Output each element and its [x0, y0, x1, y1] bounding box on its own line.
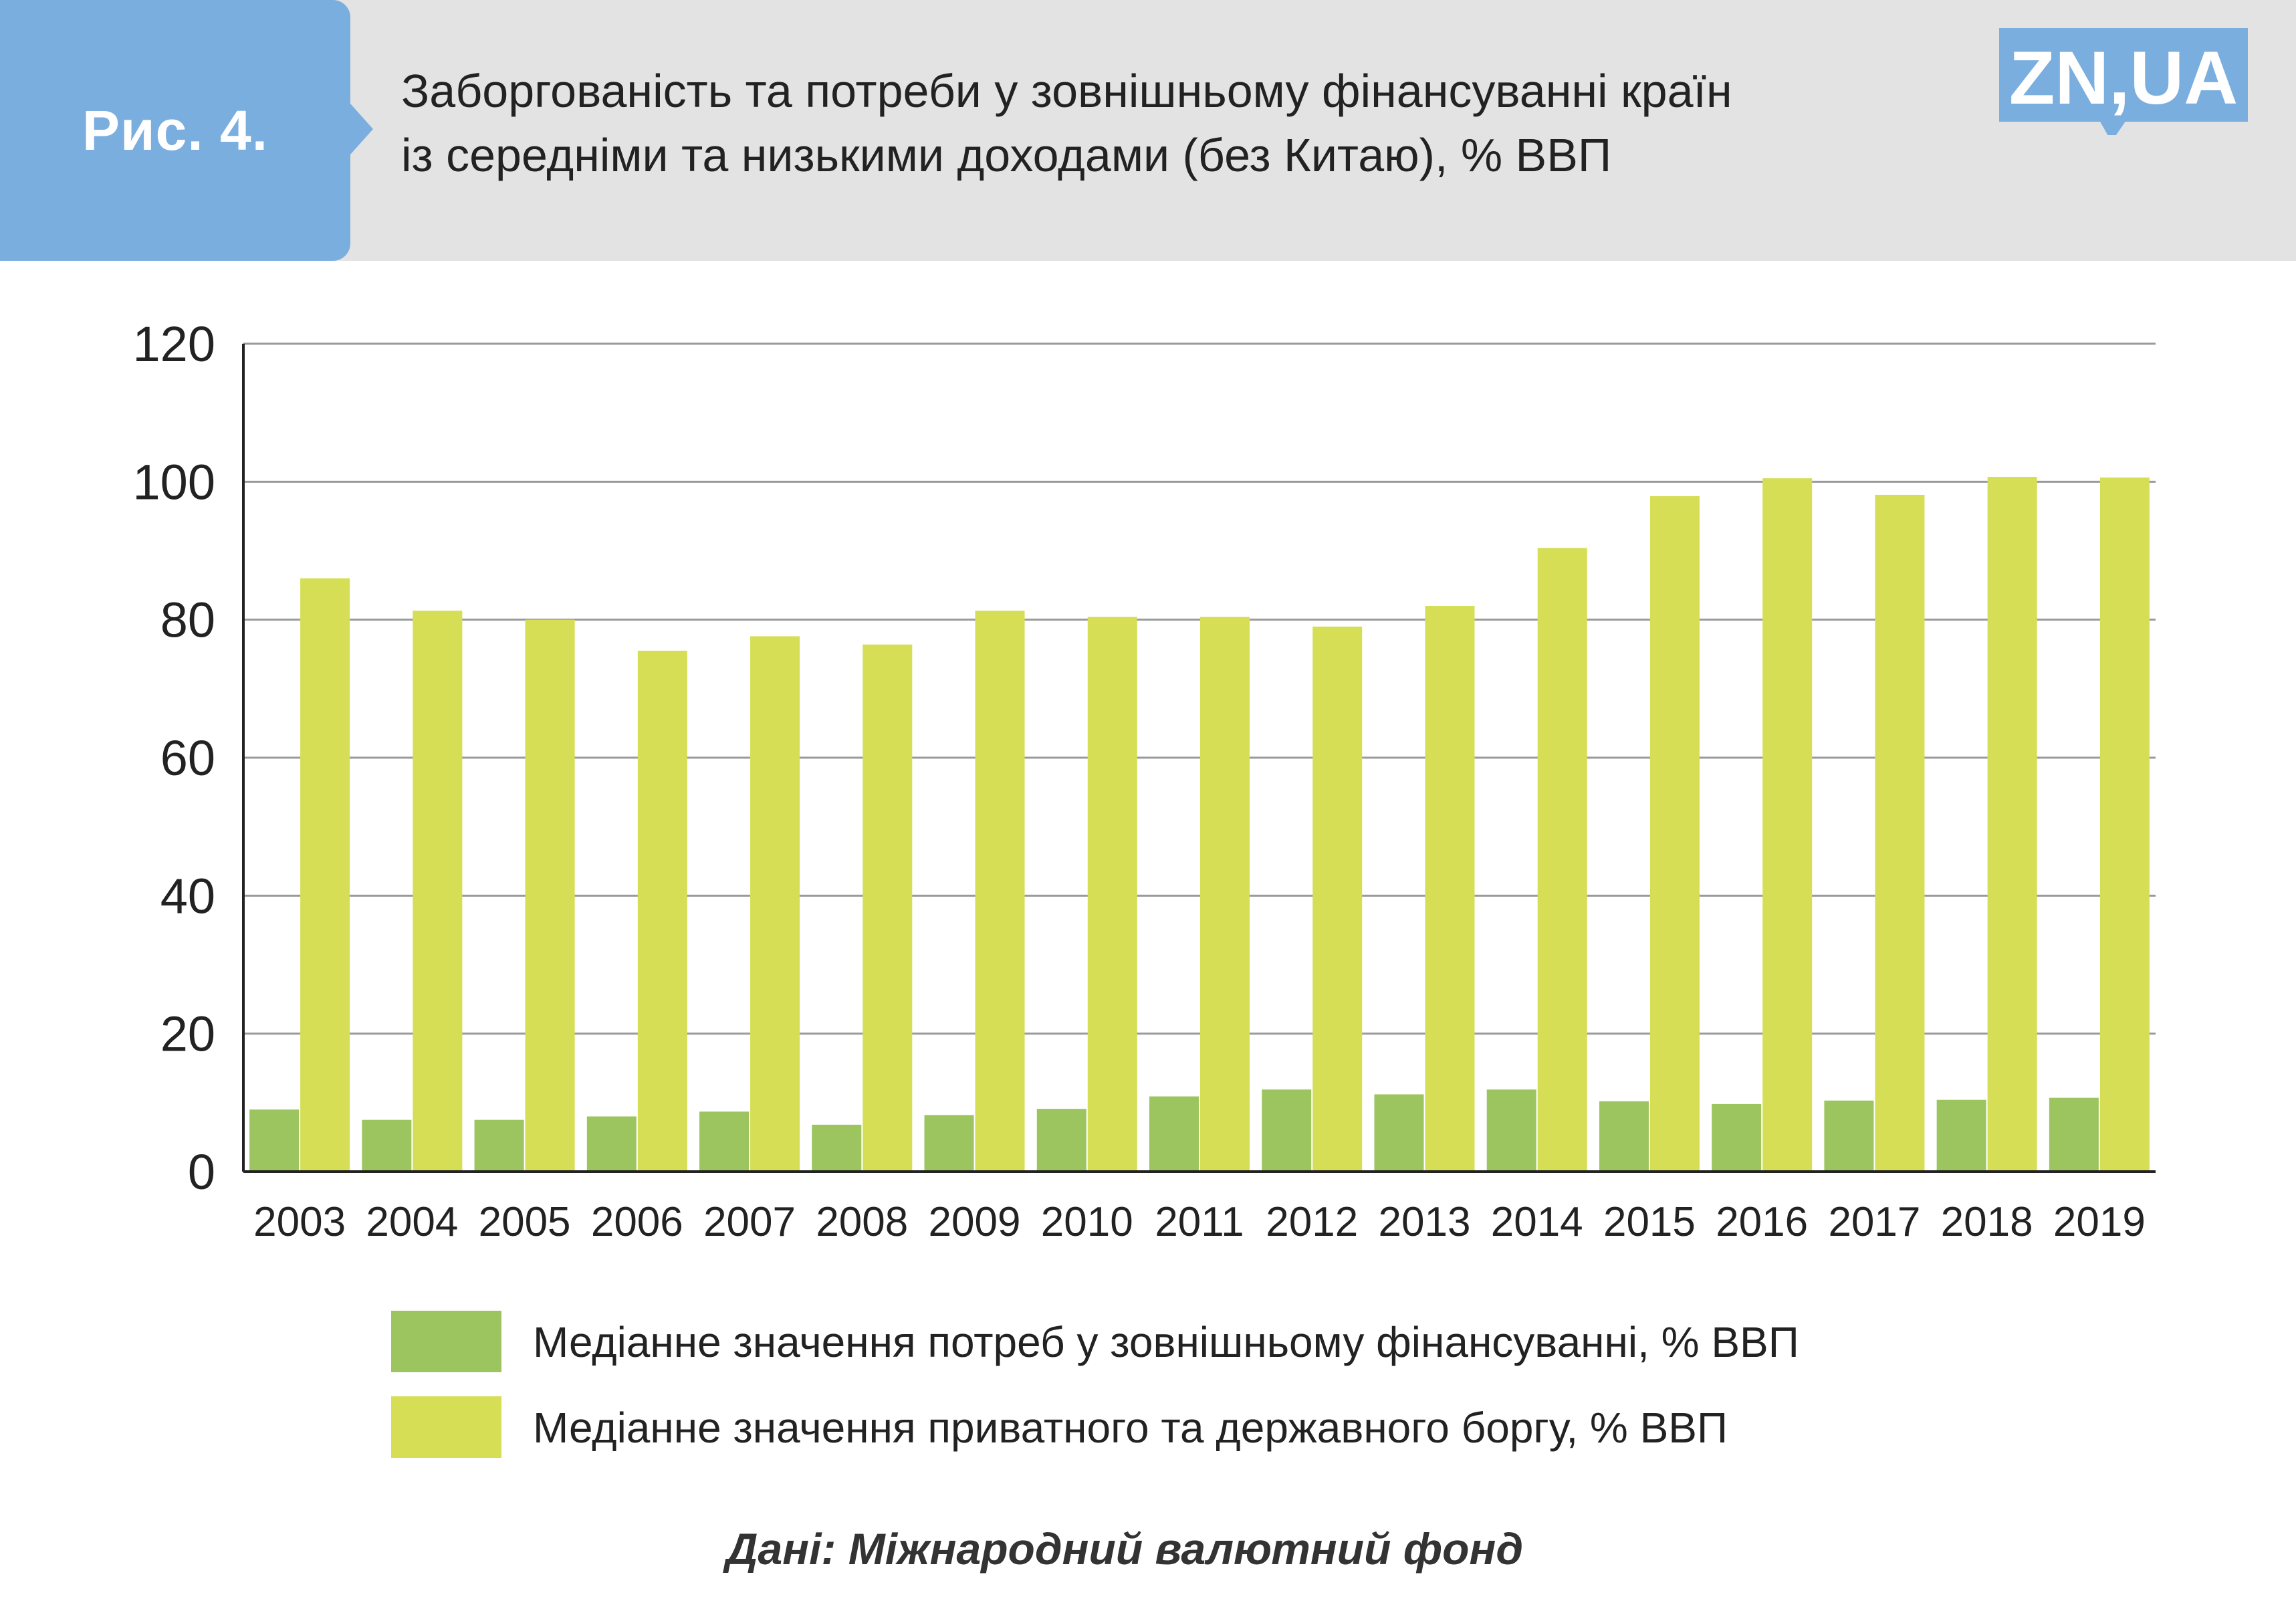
chart-title-line-2: із середніми та низькими доходами (без К…	[401, 129, 1612, 181]
data-source-text: Дані: Міжнародний валютний фонд	[725, 1524, 1524, 1574]
x-tick-label: 2018	[1941, 1199, 2033, 1245]
logo-text: ZN,UA	[2009, 36, 2238, 120]
y-tick-label: 0	[188, 1144, 215, 1200]
x-tick-label: 2014	[1491, 1199, 1583, 1245]
x-tick-label: 2004	[366, 1199, 458, 1245]
x-tick-label: 2005	[479, 1199, 571, 1245]
x-tick-label: 2013	[1379, 1199, 1471, 1245]
zn-ua-logo: ZN,UA	[1999, 28, 2248, 135]
x-tick-label: 2017	[1828, 1199, 1920, 1245]
x-tick-label: 2009	[929, 1199, 1021, 1245]
y-tick-label: 100	[133, 454, 215, 510]
figure-badge: Рис. 4.	[0, 0, 373, 261]
bar-financing-2011	[1149, 1096, 1199, 1172]
logo-background	[1999, 28, 2248, 122]
legend-item-debt: Медіанне значення приватного та державно…	[391, 1396, 1996, 1461]
bar-debt-2003	[300, 578, 350, 1172]
bar-financing-2013	[1374, 1094, 1424, 1172]
bar-debt-2006	[637, 651, 687, 1172]
x-tick-label: 2008	[816, 1199, 908, 1245]
bar-debt-2014	[1537, 548, 1587, 1172]
axis-layer	[242, 344, 2156, 1173]
x-tick-label: 2015	[1603, 1199, 1696, 1245]
x-tick-label: 2016	[1716, 1199, 1808, 1245]
bar-debt-2011	[1200, 617, 1250, 1172]
figure-label: Рис. 4.	[82, 98, 269, 162]
x-tick-label: 2011	[1155, 1199, 1244, 1245]
data-source: Дані: Міжнародний валютний фонд	[0, 1523, 2296, 1574]
bar-debt-2015	[1649, 496, 1700, 1172]
x-tick-label: 2010	[1041, 1199, 1133, 1245]
x-tick-label: 2006	[591, 1199, 683, 1245]
bar-financing-2008	[812, 1124, 862, 1172]
bar-debt-2016	[1762, 478, 1813, 1172]
bar-debt-2005	[525, 619, 575, 1172]
bar-debt-2010	[1087, 617, 1137, 1172]
y-tick-label: 20	[160, 1006, 215, 1062]
y-tick-label: 60	[160, 730, 215, 786]
bar-financing-2005	[474, 1119, 524, 1172]
bar-debt-2007	[750, 636, 800, 1172]
x-tick-label: 2007	[703, 1199, 796, 1245]
legend-item-financing: Медіанне значення потреб у зовнішньому ф…	[391, 1311, 1996, 1375]
bar-financing-2007	[699, 1111, 750, 1172]
bar-debt-2012	[1312, 626, 1363, 1172]
bar-financing-2009	[924, 1115, 974, 1172]
legend-label-financing: Медіанне значення потреб у зовнішньому ф…	[533, 1318, 1799, 1366]
bar-financing-2012	[1262, 1089, 1312, 1172]
bar-layer	[249, 477, 2150, 1172]
y-tick-label: 40	[160, 868, 215, 924]
bar-debt-2017	[1875, 494, 1925, 1172]
x-tick-label: 2012	[1266, 1199, 1358, 1245]
bar-financing-2010	[1036, 1109, 1086, 1172]
legend-swatch-financing	[391, 1311, 501, 1372]
bar-chart: 0 20 40 60 80 100 120 2003 2004 2005 2006 2007 2008 2…	[133, 316, 2156, 1245]
logo-speech-tail	[2099, 120, 2126, 135]
chart-title-line-1: Заборгованість та потреби у зовнішньому …	[401, 65, 1732, 117]
bar-financing-2006	[586, 1116, 637, 1172]
bar-debt-2018	[1987, 477, 2037, 1172]
label-layer: 0 20 40 60 80 100 120 2003 2004 2005 2006 2007 2008 2…	[133, 316, 2146, 1245]
bar-financing-2019	[2049, 1097, 2099, 1172]
chart-title: Заборгованість та потреби у зовнішньому …	[401, 59, 1939, 187]
bar-financing-2014	[1486, 1089, 1536, 1172]
bar-debt-2008	[863, 644, 913, 1172]
bar-financing-2003	[249, 1109, 300, 1172]
bar-financing-2015	[1599, 1101, 1649, 1172]
y-tick-label: 120	[133, 316, 215, 372]
bar-financing-2004	[362, 1119, 412, 1172]
bar-financing-2018	[1936, 1099, 1986, 1172]
bar-debt-2013	[1425, 606, 1475, 1172]
x-tick-label: 2019	[2053, 1199, 2146, 1245]
bar-financing-2017	[1824, 1100, 1874, 1172]
y-tick-label: 80	[160, 592, 215, 648]
legend-swatch-debt	[391, 1396, 501, 1458]
bar-debt-2004	[413, 611, 463, 1172]
bar-debt-2019	[2099, 477, 2150, 1172]
bar-debt-2009	[975, 611, 1025, 1172]
bar-financing-2016	[1712, 1103, 1762, 1172]
x-tick-label: 2003	[253, 1199, 346, 1245]
header-bar: Рис. 4. Заборгованість та потреби у зовн…	[0, 0, 2296, 261]
legend-label-debt: Медіанне значення приватного та державно…	[533, 1404, 1728, 1452]
